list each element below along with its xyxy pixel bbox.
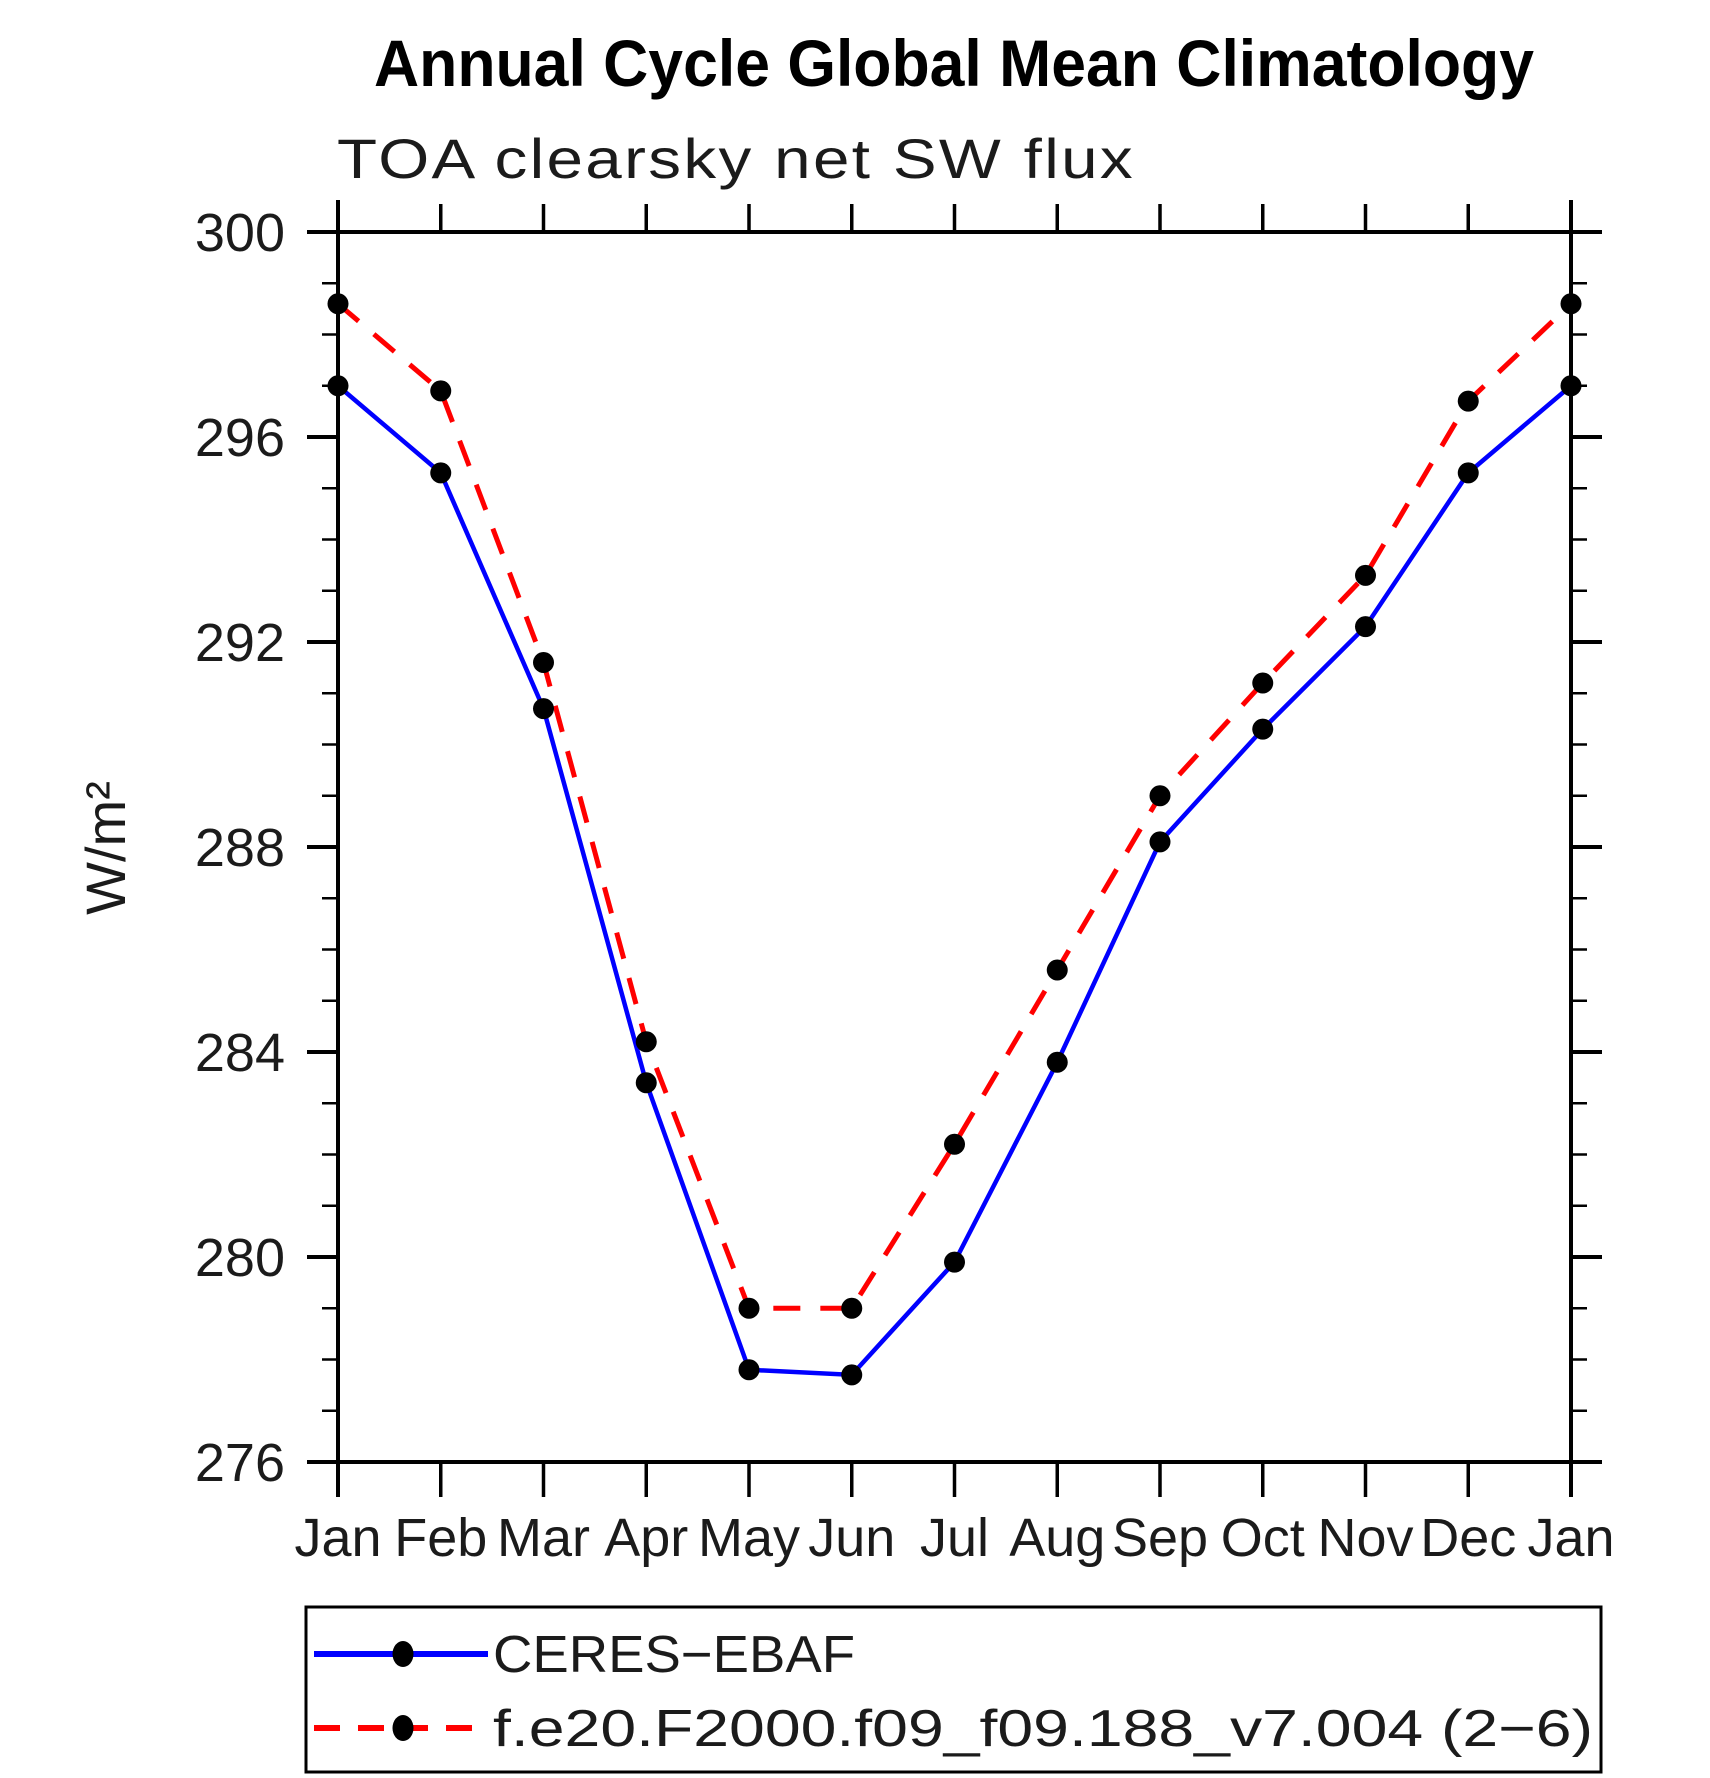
legend-label-obs: CERES−EBAF [493,1626,855,1684]
data-point-marker [1252,718,1274,740]
data-point-marker [1355,616,1376,638]
data-point-marker [1046,1051,1068,1073]
data-point-marker [327,375,349,397]
data-point-marker [944,1133,965,1155]
data-point-marker [533,652,554,673]
legend-marker-obs [392,1641,414,1667]
chart-title: Annual Cycle Global Mean Climatology [374,26,1534,100]
data-point-marker [1560,293,1582,315]
x-tick-label: Jan [294,1508,381,1568]
x-tick-label: May [698,1508,800,1568]
data-point-marker [327,293,349,315]
legend-marker-model [392,1715,414,1741]
x-tick-label: Apr [604,1508,688,1568]
x-tick-label: Mar [497,1508,590,1568]
data-point-marker [430,380,452,402]
legend: CERES−EBAF f.e20.F2000.f09_f09.188_v7.00… [304,1605,1603,1774]
x-tick-label: Jul [920,1508,989,1568]
legend-label-model: f.e20.F2000.f09_f09.188_v7.004 (2−6) [493,1700,1593,1758]
x-tick-label: Jun [808,1508,895,1568]
y-tick-label: 280 [195,1228,285,1288]
y-tick-label: 300 [195,203,285,263]
data-point-marker [1252,672,1274,694]
y-tick-label: 276 [195,1433,285,1493]
data-point-marker [635,1072,657,1094]
series-markers [327,293,1582,1386]
data-point-marker [1457,390,1479,412]
x-tick-label: Jan [1527,1508,1614,1568]
y-tick-label: 288 [195,818,285,878]
data-point-marker [738,1359,760,1381]
x-tick-label: Oct [1221,1508,1305,1568]
data-point-marker [635,1031,657,1053]
series-line-1 [336,301,1573,1311]
data-point-marker [533,698,554,720]
series-line-0 [336,384,1573,1378]
data-point-marker [738,1297,760,1319]
x-tick-label: Aug [1009,1508,1105,1568]
data-point-marker [1149,785,1171,807]
data-point-marker [1457,462,1479,484]
data-point-marker [1046,959,1068,981]
data-point-marker [1560,375,1582,397]
data-point-marker [841,1297,863,1319]
series-lines [336,301,1573,1378]
data-point-marker [430,462,452,484]
data-point-marker [1149,831,1171,853]
x-tick-label: Nov [1317,1508,1413,1568]
y-tick-label: 292 [195,613,285,673]
x-tick-label: Sep [1112,1508,1208,1568]
chart-subtitle: TOA clearsky net SW flux [337,127,1135,190]
y-tick-label: 284 [195,1023,285,1083]
x-tick-label: Feb [394,1508,487,1568]
x-tick-label: Dec [1420,1508,1516,1568]
data-point-marker [944,1251,965,1273]
y-tick-label: 296 [195,408,285,468]
y-axis-label: W/m² [74,781,137,915]
data-point-marker [841,1364,863,1386]
data-point-marker [1355,564,1376,586]
axes [307,200,1602,1497]
legend-box [304,1605,1603,1774]
